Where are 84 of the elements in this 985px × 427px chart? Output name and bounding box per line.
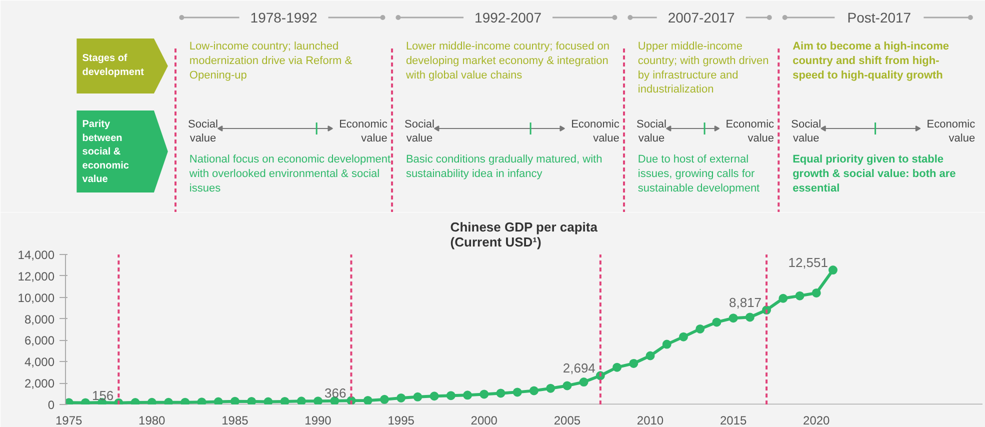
point: [512, 388, 522, 397]
point: [828, 266, 838, 275]
text: Post-2017: [847, 10, 912, 26]
point: [247, 396, 256, 404]
y-tick-label: 4,000: [24, 355, 55, 370]
point: [728, 314, 738, 323]
point: [546, 384, 556, 393]
text: Aim to become a high-income country and shift from high-speed to high-quality growth: [792, 40, 950, 82]
data-label: 2,694: [562, 360, 596, 376]
x-tick-label: 1995: [388, 414, 415, 427]
x-tick-label: 1985: [222, 414, 249, 427]
y-tick-label: 6,000: [24, 334, 55, 348]
point: [413, 392, 422, 402]
point: [745, 312, 754, 322]
point: [529, 386, 538, 396]
text: Basic conditions gradually matured, with sustainability idea in infancy: [406, 154, 602, 180]
text: Social value: [188, 118, 218, 144]
point: [778, 294, 788, 303]
point: [164, 398, 173, 404]
point: [612, 362, 622, 372]
point: [480, 390, 489, 399]
text: Equal priority given to stable growth & social value: both are essential: [792, 154, 956, 194]
text: Economic value: [726, 118, 775, 144]
point: [795, 291, 804, 300]
point: [396, 393, 406, 402]
y-tick-label: 14,000: [18, 248, 55, 262]
point: [147, 398, 156, 404]
point: [180, 398, 190, 404]
x-tick-label: 2010: [636, 414, 664, 427]
data-label: 366: [324, 386, 346, 401]
text: Economic value: [926, 118, 976, 144]
y-tick-label: 8,000: [24, 312, 55, 326]
point: [430, 392, 439, 401]
x-tick-label: 2000: [470, 414, 498, 427]
text: Due to host of external issues, growing calls for sustainable development: [638, 154, 760, 194]
text: Stages of development: [82, 53, 145, 78]
point: [712, 318, 722, 327]
text: National focus on economic development with overlooked environmental & social issues: [188, 154, 391, 194]
data-label: 12,551: [788, 255, 828, 270]
point: [812, 288, 821, 298]
point: [363, 396, 372, 404]
text: 2007-2017: [668, 10, 736, 26]
point: [646, 351, 655, 360]
x-tick-label: 1990: [304, 414, 332, 427]
text: 1978-1992: [250, 10, 318, 26]
y-tick-label: 10,000: [18, 290, 55, 305]
data-label: 156: [92, 388, 114, 403]
y-tick-label: 2,000: [24, 376, 55, 391]
text: Social value: [404, 118, 434, 144]
point: [629, 358, 638, 368]
point: [562, 381, 572, 390]
point: [696, 324, 705, 334]
point: [678, 332, 688, 342]
text: Social value: [636, 118, 666, 144]
point: [463, 390, 472, 400]
point: [446, 391, 456, 400]
point: [579, 378, 588, 387]
point: [314, 396, 323, 404]
text: Economic value: [339, 118, 388, 144]
point: [496, 388, 506, 398]
x-tick-label: 2005: [554, 414, 581, 427]
y-tick-label: 12,000: [18, 269, 55, 284]
point: [296, 396, 306, 404]
y-tick-label: 0: [48, 398, 55, 412]
point: [264, 397, 273, 404]
text: Social value: [791, 118, 822, 144]
text: Upper middle-income country; with growth driven by infrastructure and industrialization: [638, 40, 769, 96]
text: Low-income country; launched modernization drive via Reform & Opening-up: [189, 40, 353, 82]
text: Parity between social & economic value: [82, 119, 130, 185]
x-tick-label: 2015: [720, 414, 747, 427]
text: 1992-2007: [474, 10, 542, 26]
x-tick-label: 2020: [803, 414, 830, 427]
point: [197, 398, 206, 404]
text: Economic value: [571, 118, 620, 144]
point: [280, 396, 290, 404]
point: [662, 340, 672, 349]
chart-title: Chinese GDP per capita (Current USD¹): [450, 220, 598, 250]
x-tick-label: 1975: [55, 414, 82, 427]
x-tick-label: 1980: [138, 414, 166, 427]
point: [380, 394, 389, 404]
point: [230, 396, 240, 404]
data-label: 8,817: [729, 295, 762, 310]
point: [214, 397, 223, 404]
text: Lower middle-income country; focused on developing market economy & integration with global value chains: [404, 40, 610, 82]
